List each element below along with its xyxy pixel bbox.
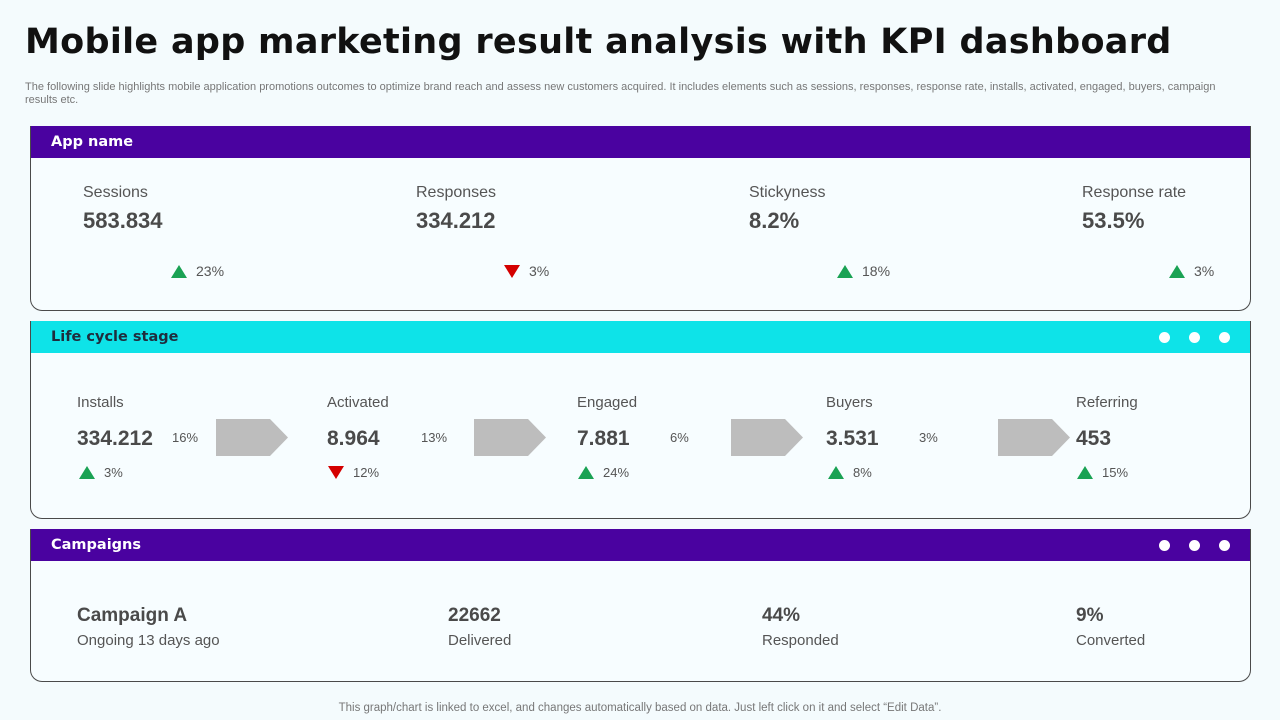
- stage-arrow-icon: [998, 419, 1070, 456]
- app-name-panel: App name Sessions 583.834 23% Responses …: [30, 126, 1251, 311]
- campaign-responded-value: 44%: [762, 605, 801, 626]
- down-arrow-icon: [504, 264, 520, 278]
- up-arrow-icon: [1169, 264, 1185, 278]
- stage-referring-change-value: 15%: [1102, 465, 1129, 480]
- stage-buyers-label: Buyers: [826, 394, 873, 411]
- lifecycle-header: Life cycle stage: [31, 321, 1250, 353]
- up-arrow-icon: [171, 264, 187, 278]
- dot-icon: [1189, 332, 1200, 343]
- stage-activated-conversion: 13%: [421, 430, 448, 445]
- up-arrow-icon: [1077, 466, 1093, 479]
- kpi-sessions-change-value: 23%: [196, 263, 225, 279]
- campaign-converted-value: 9%: [1076, 605, 1104, 626]
- stage-engaged-change-value: 24%: [603, 465, 630, 480]
- stage-engaged-label: Engaged: [577, 394, 638, 411]
- kpi-responses-change-value: 3%: [529, 263, 550, 279]
- kpi-response-rate-change: 3%: [1169, 263, 1214, 279]
- stage-buyers-change-value: 8%: [853, 465, 872, 480]
- stage-referring-change: 15%: [1077, 465, 1128, 480]
- stage-activated-label: Activated: [327, 394, 389, 411]
- up-arrow-icon: [79, 466, 95, 479]
- stage-engaged-change: 24%: [578, 465, 629, 480]
- dot-icon: [1219, 540, 1230, 551]
- campaigns-header: Campaigns: [31, 529, 1250, 561]
- up-arrow-icon: [828, 466, 844, 479]
- stage-buyers-conversion: 3%: [919, 430, 938, 445]
- kpi-responses-change: 3%: [504, 263, 549, 279]
- kpi-stickyness-value: 8.2%: [749, 208, 800, 233]
- stage-engaged-value: 7.881: [577, 427, 630, 450]
- kpi-stickyness-label: Stickyness: [749, 184, 826, 201]
- stage-referring-value: 453: [1076, 427, 1112, 450]
- footer-note: This graph/chart is linked to excel, and…: [338, 702, 942, 714]
- campaign-status: Ongoing 13 days ago: [77, 632, 220, 649]
- up-arrow-icon: [578, 466, 594, 479]
- stage-buyers-value: 3.531: [826, 427, 879, 450]
- dot-icon: [1159, 332, 1170, 343]
- kpi-responses-value: 334.212: [416, 208, 496, 233]
- kpi-sessions-change: 23%: [171, 263, 224, 279]
- more-options-icon[interactable]: [1159, 332, 1230, 343]
- stage-installs-value: 334.212: [77, 427, 153, 450]
- page-title: Mobile app marketing result analysis wit…: [25, 22, 1172, 62]
- campaign-delivered-label: Delivered: [448, 632, 512, 649]
- campaign-converted-label: Converted: [1076, 632, 1146, 649]
- stage-activated-value: 8.964: [327, 427, 380, 450]
- stage-engaged-conversion: 6%: [670, 430, 689, 445]
- kpi-stickyness-change-value: 18%: [862, 263, 891, 279]
- more-options-icon[interactable]: [1159, 540, 1230, 551]
- kpi-stickyness-change: 18%: [837, 263, 890, 279]
- stage-referring-label: Referring: [1076, 394, 1138, 411]
- kpi-response-rate-label: Response rate: [1082, 184, 1187, 201]
- stage-arrow-icon: [216, 419, 288, 456]
- dot-icon: [1219, 332, 1230, 343]
- kpi-sessions-value: 583.834: [83, 208, 163, 233]
- stage-installs-change-value: 3%: [104, 465, 123, 480]
- app-name-header: App name: [31, 126, 1250, 158]
- stage-buyers-change: 8%: [828, 465, 872, 480]
- app-name-title: App name: [51, 134, 134, 150]
- kpi-sessions-label: Sessions: [83, 184, 148, 201]
- stage-installs-conversion: 16%: [172, 430, 199, 445]
- lifecycle-panel: Life cycle stage Installs 334.212 16% 3%…: [30, 321, 1251, 519]
- kpi-response-rate-value: 53.5%: [1082, 208, 1145, 233]
- stage-arrow-icon: [474, 419, 546, 456]
- campaign-name: Campaign A: [77, 605, 188, 626]
- campaign-responded-label: Responded: [762, 632, 839, 649]
- kpi-responses-label: Responses: [416, 184, 497, 201]
- kpi-response-rate-change-value: 3%: [1194, 263, 1215, 279]
- campaigns-title: Campaigns: [51, 537, 142, 553]
- stage-activated-change: 12%: [328, 465, 379, 480]
- stage-installs-change: 3%: [79, 465, 123, 480]
- lifecycle-title: Life cycle stage: [51, 329, 179, 345]
- up-arrow-icon: [837, 264, 853, 278]
- stage-arrow-icon: [731, 419, 803, 456]
- dot-icon: [1189, 540, 1200, 551]
- down-arrow-icon: [328, 466, 344, 479]
- dot-icon: [1159, 540, 1170, 551]
- stage-activated-change-value: 12%: [353, 465, 380, 480]
- campaigns-panel: Campaigns Campaign A Ongoing 13 days ago…: [30, 529, 1251, 682]
- campaign-delivered-value: 22662: [448, 605, 501, 626]
- stage-installs-label: Installs: [77, 394, 124, 411]
- page-subtitle: The following slide highlights mobile ap…: [25, 81, 1216, 106]
